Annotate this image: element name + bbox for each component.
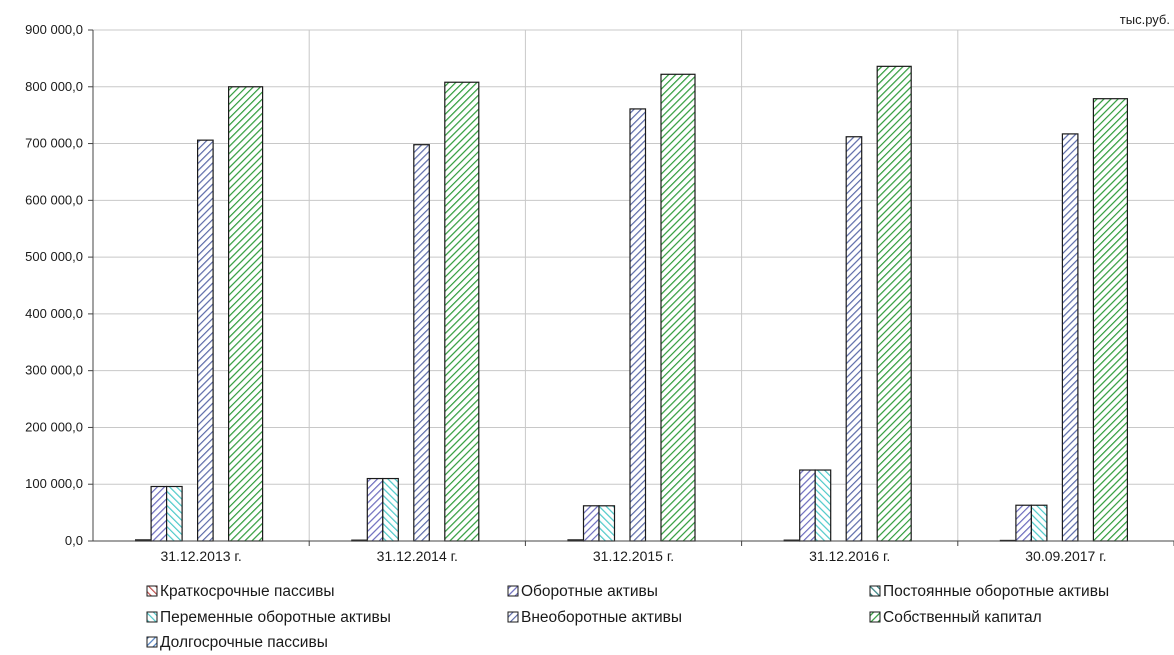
bar xyxy=(197,139,214,542)
x-tick-label: 31.12.2015 г. xyxy=(593,548,674,564)
legend-swatch xyxy=(507,611,519,623)
bar xyxy=(799,469,816,542)
bar xyxy=(1061,133,1079,542)
legend-label: Переменные оборотные активы xyxy=(160,609,391,626)
bar xyxy=(413,144,430,542)
legend-swatch xyxy=(507,585,519,597)
legend-swatch xyxy=(869,611,881,623)
legend-swatch xyxy=(146,611,158,623)
bar xyxy=(366,477,384,542)
bar xyxy=(1030,504,1048,542)
bar xyxy=(598,505,616,542)
legend-label: Внеоборотные активы xyxy=(521,609,682,626)
legend-label: Долгосрочные пассивы xyxy=(160,634,328,651)
bar xyxy=(1015,504,1033,542)
legend-label: Постоянные оборотные активы xyxy=(883,583,1109,600)
bar xyxy=(629,108,647,542)
legend-label: Оборотные активы xyxy=(521,583,658,600)
bar xyxy=(876,65,912,542)
bar xyxy=(228,86,264,542)
unit-label: тыс.руб. xyxy=(1120,12,1170,27)
y-tick-label: 300 000,0 xyxy=(25,363,83,378)
y-tick-label: 100 000,0 xyxy=(25,476,83,491)
bar xyxy=(444,81,480,542)
y-tick-label: 700 000,0 xyxy=(25,136,83,151)
y-tick-label: 200 000,0 xyxy=(25,419,83,434)
legend-label: Краткосрочные пассивы xyxy=(160,583,335,600)
x-tick-label: 31.12.2016 г. xyxy=(809,548,890,564)
y-tick-label: 900 000,0 xyxy=(25,22,83,37)
legend-swatch xyxy=(146,585,158,597)
bar xyxy=(1092,98,1129,542)
bar xyxy=(150,485,168,542)
y-tick-label: 500 000,0 xyxy=(25,249,83,264)
bar xyxy=(814,469,832,542)
bar xyxy=(582,505,600,542)
bar xyxy=(382,477,399,542)
y-tick-label: 600 000,0 xyxy=(25,192,83,207)
bar xyxy=(660,73,696,542)
y-tick-label: 0,0 xyxy=(65,533,83,548)
x-tick-label: 30.09.2017 г. xyxy=(1025,548,1106,564)
legend-label: Собственный капитал xyxy=(883,609,1042,626)
x-tick-label: 31.12.2014 г. xyxy=(377,548,458,564)
bar xyxy=(166,485,183,542)
x-tick-label: 31.12.2013 г. xyxy=(160,548,241,564)
legend-swatch xyxy=(146,636,158,648)
legend-swatch xyxy=(869,585,881,597)
y-tick-label: 800 000,0 xyxy=(25,79,83,94)
y-tick-label: 400 000,0 xyxy=(25,306,83,321)
bar xyxy=(845,136,863,542)
